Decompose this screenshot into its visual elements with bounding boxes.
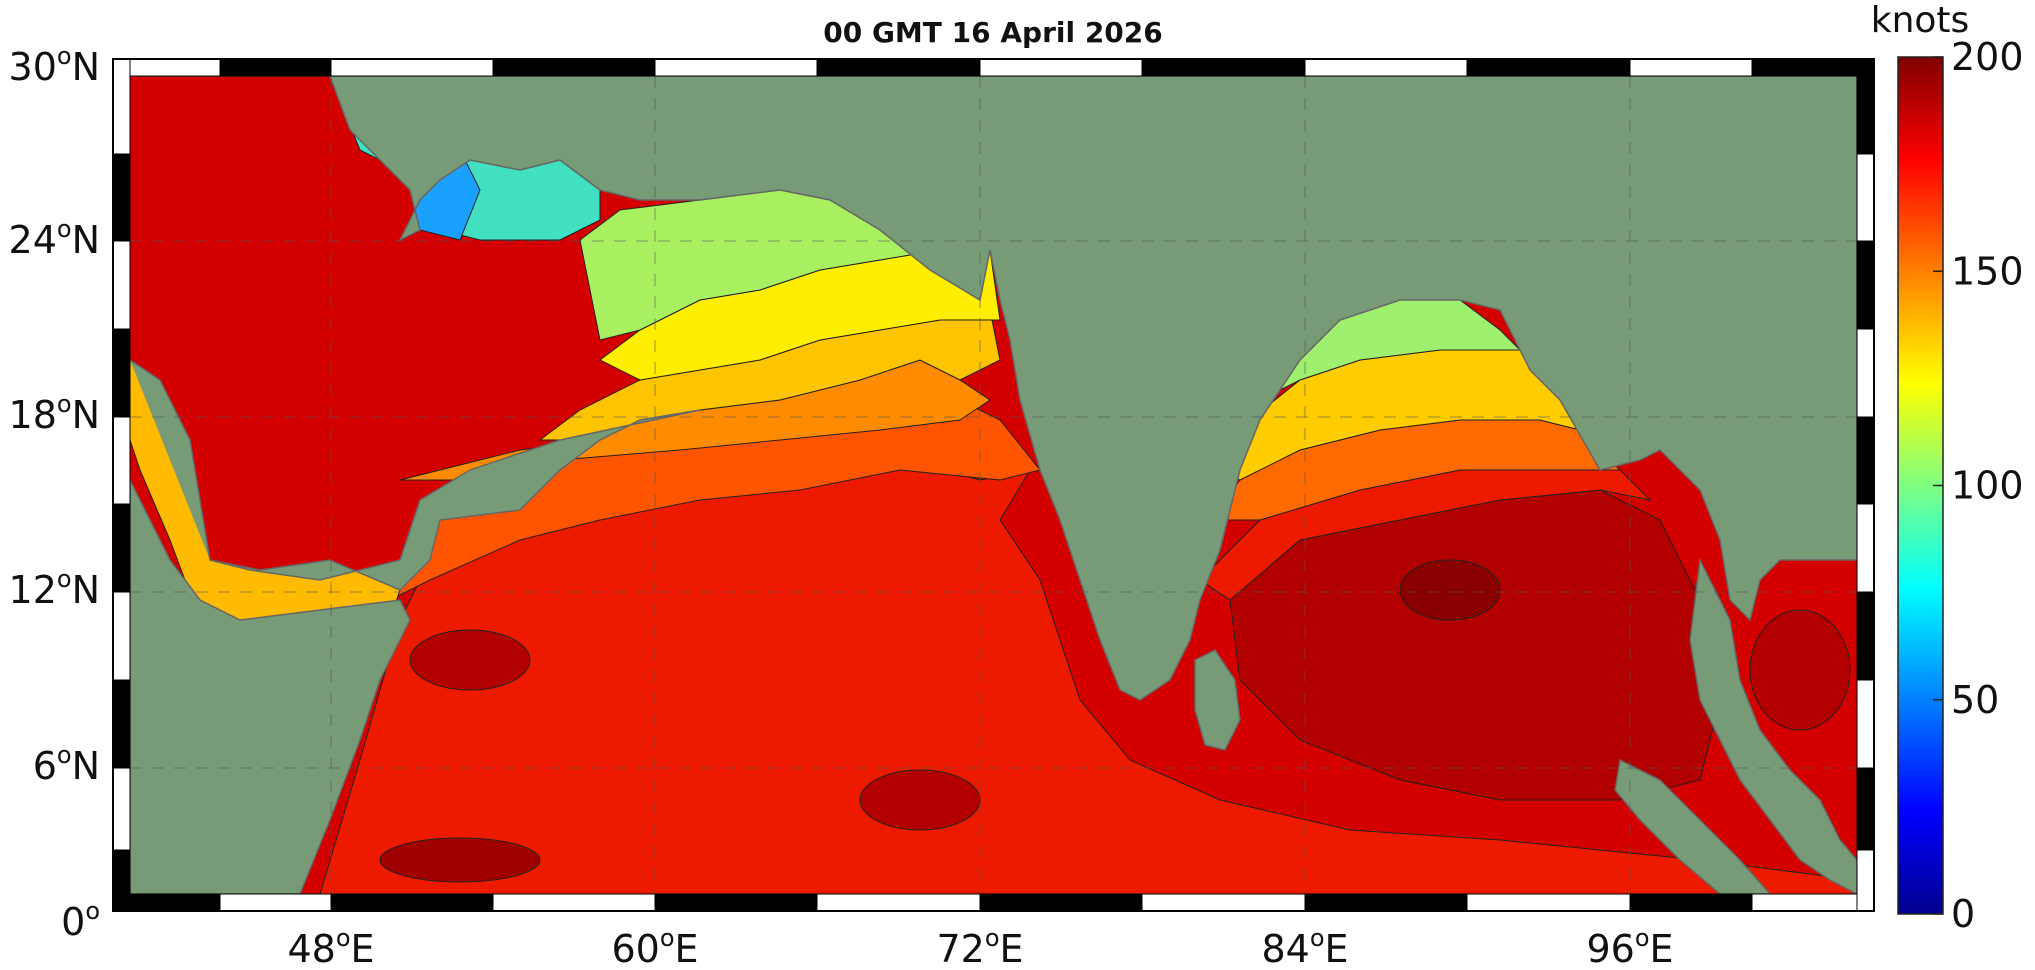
colorbar-tick-label: 150 — [1951, 249, 2024, 293]
lat-label: 30oN — [9, 42, 100, 89]
frame-segment-left — [112, 328, 131, 418]
frame-segment-top — [1751, 58, 1875, 77]
land-sumatra — [1614, 758, 1772, 894]
frame-segment-bottom — [330, 893, 494, 912]
colorbar-tick-label: 50 — [1951, 678, 1999, 722]
frame-segment-right — [1856, 503, 1875, 593]
land — [130, 76, 1857, 894]
colorbar-tick-label: 0 — [1951, 892, 1975, 936]
frame-segment-bottom — [1751, 893, 1875, 912]
frame-segment-left — [112, 591, 131, 681]
lat-label: 0o — [61, 897, 100, 944]
frame-segment-bottom — [492, 893, 656, 912]
lat-label: 12oN — [9, 565, 100, 612]
frame-segment-top — [1304, 58, 1468, 77]
frame-segment-top — [219, 58, 332, 77]
frame-segment-bottom — [1304, 893, 1468, 912]
frame-segment-left — [112, 416, 131, 505]
frame-segment-left — [112, 503, 131, 593]
frame-segment-bottom — [219, 893, 332, 912]
frame-outline — [112, 58, 1875, 912]
frame-segment-top — [979, 58, 1143, 77]
frame-segment-top — [330, 58, 494, 77]
colorbar-tick-label: 200 — [1951, 35, 2024, 79]
map-title: 00 GMT 16 April 2026 — [823, 16, 1163, 49]
land-arabia-iran — [130, 76, 1857, 701]
contour-patch-4 — [1749, 609, 1851, 731]
lat-label: 24oN — [9, 215, 100, 262]
lat-label: 6oN — [33, 741, 100, 788]
frame-segment-right — [1856, 153, 1875, 242]
frame-segment-top — [492, 58, 656, 77]
frame-segment-left — [112, 767, 131, 851]
frame-segment-right — [1856, 849, 1875, 912]
contour-patch-2 — [379, 837, 541, 883]
map-field — [130, 76, 1857, 894]
lon-label: 84oE — [1261, 924, 1348, 970]
frame-segment-top — [1629, 58, 1753, 77]
frame-segment-bottom — [1466, 893, 1631, 912]
lon-label: 60oE — [611, 924, 698, 970]
frame-segment-left — [112, 679, 131, 769]
frame-segment-top — [816, 58, 981, 77]
frame-segment-left — [112, 153, 131, 242]
colorbar-ticks: 0 50 100 150 200 — [1933, 35, 2024, 936]
contour-patch-5 — [1399, 559, 1501, 621]
lat-label: 18oN — [9, 390, 100, 437]
contour-patch-1 — [409, 629, 531, 691]
frame-segment-right — [1856, 679, 1875, 769]
lon-label: 48oE — [287, 924, 374, 970]
land-malay-peninsula — [1689, 557, 1857, 894]
lon-label: 96oE — [1586, 924, 1673, 970]
colorbar: knots 0 50 100 150 200 — [1871, 0, 2024, 936]
frame-segment-right — [1856, 416, 1875, 505]
frame-segment-right — [1856, 328, 1875, 418]
map-frame — [112, 58, 1875, 912]
land-africa — [130, 479, 411, 894]
frame-segment-bottom — [654, 893, 818, 912]
frame-segment-left — [112, 849, 131, 912]
frame-segment-top — [1141, 58, 1306, 77]
colorbar-tick-label: 100 — [1951, 464, 2024, 508]
contour-patch-3 — [859, 769, 981, 831]
lon-label: 72oE — [936, 924, 1023, 970]
frame-segment-top — [1466, 58, 1631, 77]
frame-segment-right — [1856, 767, 1875, 851]
frame-segment-bottom — [1141, 893, 1306, 912]
longitude-labels: 48oE 60oE 72oE 84oE 96oE — [287, 924, 1673, 970]
land-sri-lanka — [1194, 649, 1241, 751]
frame-segment-left — [112, 58, 131, 155]
colorbar-unit-label: knots — [1871, 0, 1970, 41]
frame-segment-right — [1856, 58, 1875, 155]
frame-segment-left — [112, 240, 131, 330]
frame-segment-bottom — [1629, 893, 1753, 912]
latitude-labels: 30oN 24oN 18oN 12oN 6oN 0o — [9, 42, 100, 944]
graticule — [130, 76, 1857, 894]
frame-segment-bottom — [816, 893, 981, 912]
frame-segment-top — [654, 58, 818, 77]
frame-segment-right — [1856, 240, 1875, 330]
frame-segment-right — [1856, 591, 1875, 681]
frame-segment-bottom — [979, 893, 1143, 912]
